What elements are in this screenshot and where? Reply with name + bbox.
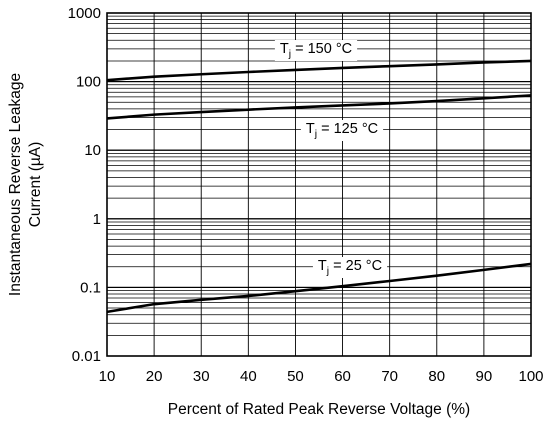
x-tick-label: 60 — [334, 368, 351, 385]
plot-frame — [106, 12, 532, 357]
y-axis-label-line2: Current (µA) — [27, 142, 44, 228]
x-tick-label: 70 — [381, 368, 398, 385]
series-label-bg — [312, 257, 388, 278]
series-label-0: Tj = 150 °C — [280, 41, 352, 60]
y-tick-label: 10 — [84, 142, 101, 159]
y-tick-label: 1 — [93, 211, 101, 228]
x-tick-label: 10 — [99, 368, 116, 385]
x-tick-label: 90 — [476, 368, 493, 385]
series-lines — [106, 59, 532, 314]
x-tick-label: 20 — [146, 368, 163, 385]
y-tick-labels: 0.01 0.1 1 10 100 1000 — [68, 5, 101, 365]
x-tick-label: 30 — [193, 368, 210, 385]
y-tick-label: 100 — [76, 74, 101, 91]
x-axis-label: Percent of Rated Peak Reverse Voltage (%… — [168, 401, 470, 418]
y-tick-label: 1000 — [68, 5, 101, 22]
series-line-0 — [106, 59, 532, 82]
y-tick-label: 0.1 — [80, 279, 101, 296]
x-tick-label: 100 — [518, 368, 543, 385]
y-axis-label-line1: Instantaneous Reverse Leakage — [7, 73, 24, 296]
series-line-1 — [106, 94, 532, 120]
series-label-bg — [274, 40, 358, 61]
series-line-2 — [106, 262, 532, 314]
x-tick-label: 40 — [240, 368, 257, 385]
series-labels: Tj = 150 °C Tj = 125 °C Tj = 25 °C — [274, 40, 388, 278]
x-tick-labels: 10 20 30 40 50 60 70 80 90 100 — [99, 368, 544, 385]
series-label-bg — [300, 120, 384, 141]
grid — [106, 12, 532, 357]
series-label-2: Tj = 25 °C — [318, 258, 382, 277]
x-tick-label: 50 — [287, 368, 304, 385]
y-tick-label: 0.01 — [72, 348, 101, 365]
x-tick-label: 80 — [428, 368, 445, 385]
series-label-1: Tj = 125 °C — [306, 121, 378, 140]
